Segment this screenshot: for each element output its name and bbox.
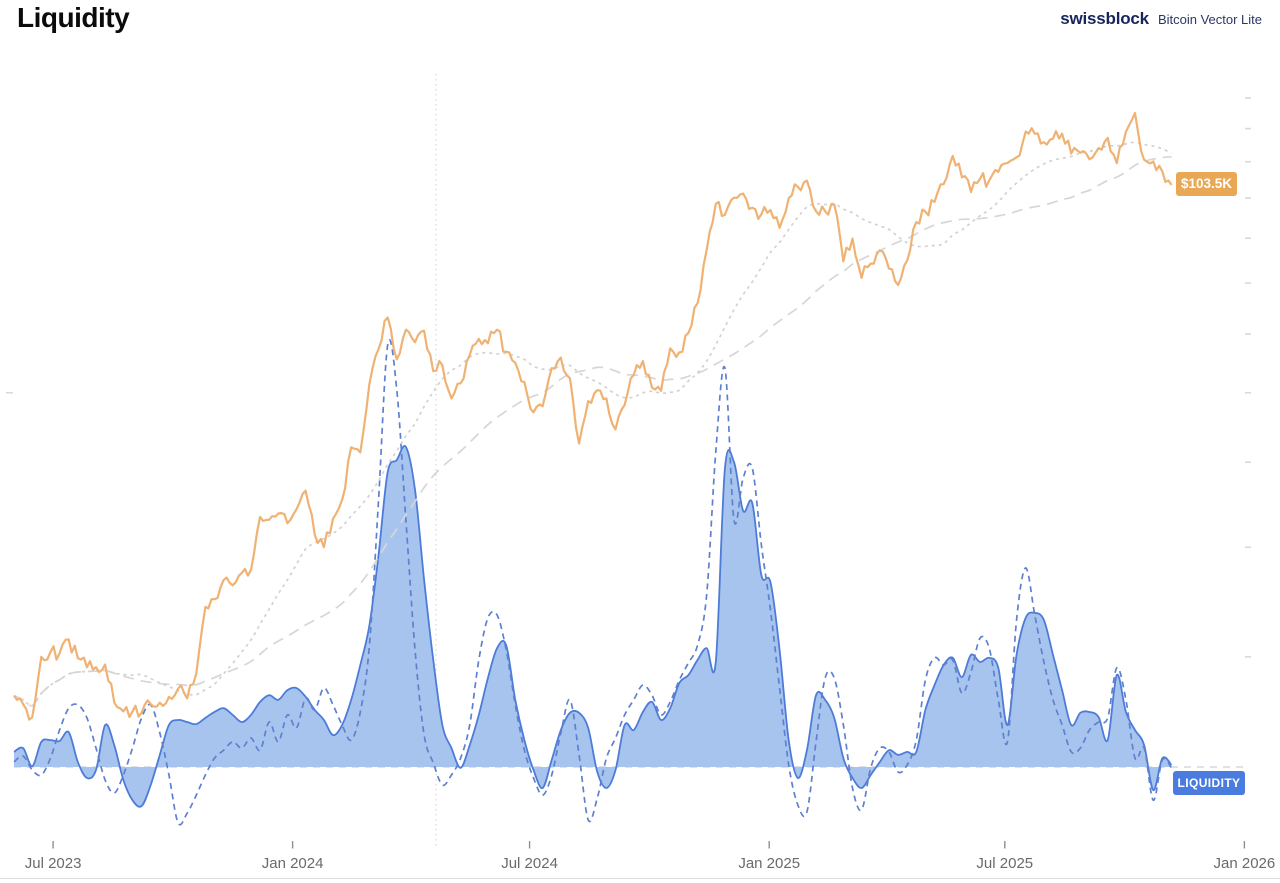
x-axis-label: Jul 2025 <box>976 855 1033 872</box>
liquidity-area <box>14 445 1172 807</box>
brand-name: swissblock <box>1060 9 1149 28</box>
x-axis-label: Jul 2023 <box>25 855 82 872</box>
liquidity-area-outline <box>13 445 1173 808</box>
last-price-badge: $103.5K <box>1176 172 1237 196</box>
page-title: Liquidity <box>17 2 130 33</box>
x-axis-label: Jul 2024 <box>501 855 558 872</box>
x-axis-label: Jan 2026 <box>1214 855 1276 872</box>
ma-slow-line <box>13 155 1172 707</box>
brand-logo: swissblock Bitcoin Vector Lite <box>1060 9 1262 29</box>
liquidity-series-badge: LIQUIDITY <box>1173 771 1245 795</box>
x-axis-label: Jan 2025 <box>738 855 800 872</box>
liquidity-signal-line <box>13 338 1173 826</box>
btc-price-line <box>13 111 1173 721</box>
brand-product-label: Bitcoin Vector Lite <box>1157 12 1262 27</box>
x-axis-label: Jan 2024 <box>262 855 324 872</box>
ma-fast-line <box>13 141 1172 707</box>
